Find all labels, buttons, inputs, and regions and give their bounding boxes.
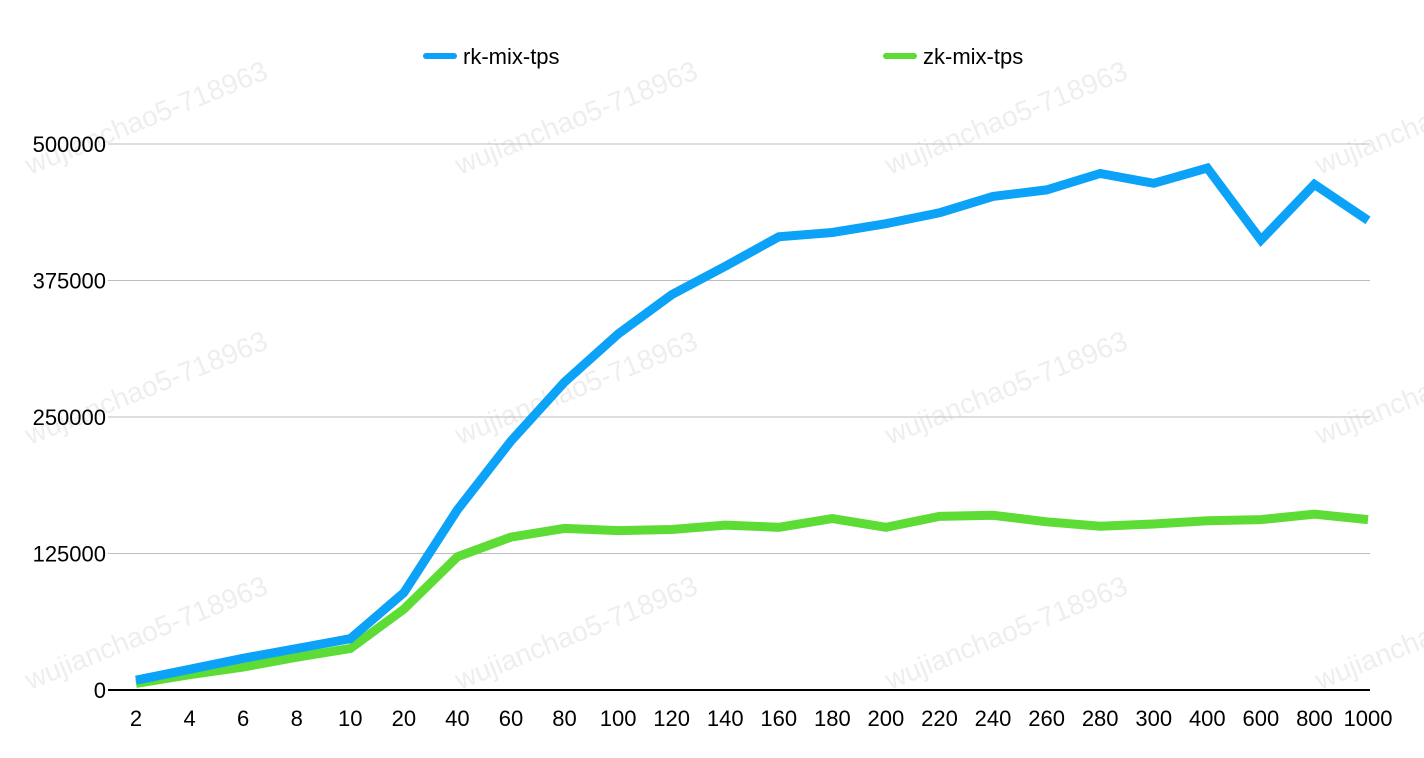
y-tick-label: 0 (94, 678, 106, 703)
x-tick-label: 240 (975, 706, 1012, 731)
grid-layer (108, 143, 1370, 554)
watermark-text: wujianchao5-718963 (450, 55, 702, 181)
x-tick-label: 160 (760, 706, 797, 731)
watermark-text: wujianchao5-718963 (880, 325, 1132, 451)
watermark-text: wujianchao5-718963 (20, 325, 272, 451)
legend: rk-mix-tps zk-mix-tps (423, 44, 1023, 69)
x-tick-label: 400 (1189, 706, 1226, 731)
x-tick-label: 220 (921, 706, 958, 731)
x-tick-label: 10 (338, 706, 362, 731)
watermark-text: wujianchao5-718963 (1310, 55, 1424, 181)
x-tick-label: 260 (1028, 706, 1065, 731)
x-tick-label: 20 (392, 706, 416, 731)
x-tick-label: 100 (600, 706, 637, 731)
x-tick-label: 1000 (1344, 706, 1393, 731)
y-tick-label: 250000 (33, 405, 106, 430)
x-tick-label: 140 (707, 706, 744, 731)
watermark-text: wujianchao5-718963 (450, 325, 702, 451)
x-tick-label: 40 (445, 706, 469, 731)
series-line-zk-mix-tps (135, 509, 1369, 688)
legend-label: rk-mix-tps (463, 44, 560, 69)
legend-label: zk-mix-tps (923, 44, 1023, 69)
x-tick-label: 6 (237, 706, 249, 731)
watermark-text: wujianchao5-718963 (20, 55, 272, 181)
x-tick-label: 300 (1135, 706, 1172, 731)
x-tick-label: 2 (130, 706, 142, 731)
x-tick-label: 80 (552, 706, 576, 731)
y-tick-label: 500000 (33, 132, 106, 157)
watermark-text: wujianchao5-718963 (1310, 570, 1424, 696)
x-tick-label: 60 (499, 706, 523, 731)
watermark-text: wujianchao5-718963 (1310, 325, 1424, 451)
x-tick-label: 800 (1296, 706, 1333, 731)
watermark-text: wujianchao5-718963 (880, 55, 1132, 181)
axis-layer: 0 125000 250000 375000 500000 2 4 6 8 10 20 40 60 80 1… (33, 132, 1393, 731)
watermark-text: wujianchao5-718963 (880, 570, 1132, 696)
x-tick-label: 280 (1082, 706, 1119, 731)
x-tick-label: 8 (291, 706, 303, 731)
x-tick-label: 180 (814, 706, 851, 731)
x-tick-label: 4 (183, 706, 195, 731)
series-layer (135, 162, 1371, 688)
x-tick-label: 120 (653, 706, 690, 731)
watermark-text: wujianchao5-718963 (450, 570, 702, 696)
x-tick-label: 600 (1243, 706, 1280, 731)
y-tick-label: 125000 (33, 542, 106, 567)
y-tick-label: 375000 (33, 269, 106, 294)
watermark-layer: wujianchao5-718963 wujianchao5-718963 wuji… (20, 55, 1424, 696)
x-tick-label: 200 (868, 706, 905, 731)
series-line-rk-mix-tps (135, 162, 1371, 685)
